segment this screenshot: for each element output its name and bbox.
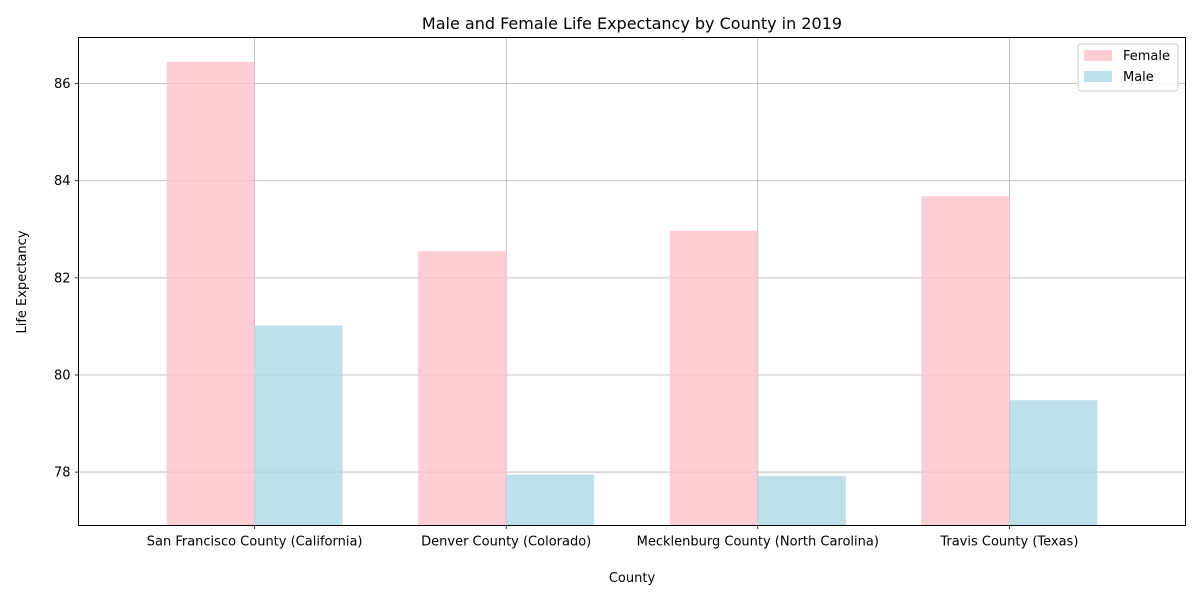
bar-female: [921, 196, 1010, 526]
x-tick-label: Mecklenburg County (North Carolina): [637, 535, 879, 550]
y-axis-label: Life Expectancy: [15, 230, 30, 333]
legend-swatch-male: [1084, 71, 1112, 82]
y-axis-ticks: 78 80 82 84 86: [54, 77, 79, 481]
plot-frame: [78, 37, 1186, 526]
bar-male: [254, 325, 343, 526]
legend-label-male: Male: [1123, 70, 1154, 85]
x-tick-label: Denver County (Colorado): [421, 535, 591, 550]
bar-female: [669, 230, 758, 526]
legend-label-female: Female: [1123, 49, 1170, 64]
bar-female: [418, 251, 507, 526]
x-axis-ticks: San Francisco County (California) Denver …: [147, 525, 1078, 550]
bars: [166, 61, 1098, 526]
y-tick-label: 80: [54, 368, 71, 383]
y-tick-label: 82: [54, 271, 71, 286]
chart-title: Male and Female Life Expectancy by Count…: [422, 14, 842, 33]
legend-swatch-female: [1084, 50, 1112, 61]
x-tick-label: Travis County (Texas): [939, 535, 1078, 550]
x-axis-label: County: [609, 571, 656, 586]
bar-male: [1009, 400, 1098, 526]
x-tick-label: San Francisco County (California): [147, 535, 363, 550]
bar-male: [506, 474, 595, 526]
bar-male: [757, 475, 846, 526]
y-tick-label: 86: [54, 77, 71, 92]
bar-female: [166, 61, 255, 526]
legend: Female Male: [1077, 43, 1179, 92]
y-tick-label: 78: [54, 466, 71, 481]
y-tick-label: 84: [54, 174, 71, 189]
